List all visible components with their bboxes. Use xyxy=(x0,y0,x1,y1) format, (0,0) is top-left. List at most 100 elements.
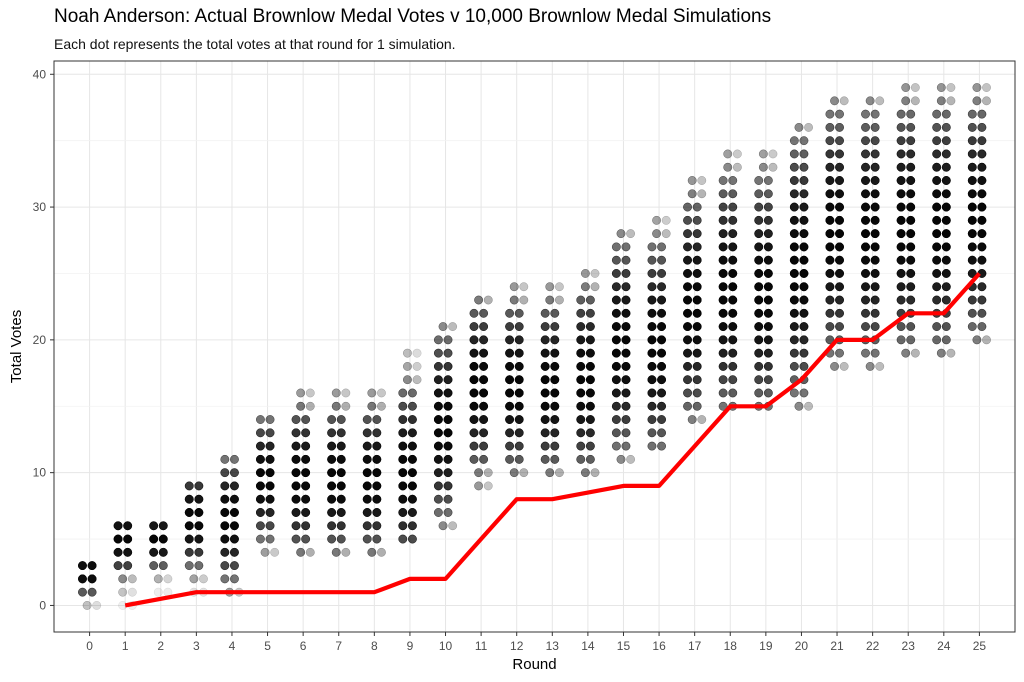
simulation-point xyxy=(799,229,809,239)
simulation-point xyxy=(977,136,987,146)
simulation-point xyxy=(804,122,814,132)
simulation-point xyxy=(896,149,906,159)
simulation-point xyxy=(936,96,946,106)
simulation-point xyxy=(327,534,337,544)
simulation-point xyxy=(469,375,479,385)
x-axis-label: Round xyxy=(512,656,556,673)
simulation-point xyxy=(932,242,942,252)
simulation-point xyxy=(331,547,341,557)
simulation-point xyxy=(718,335,728,345)
simulation-point xyxy=(580,269,590,278)
simulation-point xyxy=(255,534,265,544)
simulation-point xyxy=(443,454,453,464)
simulation-point xyxy=(901,83,911,93)
simulation-point xyxy=(901,96,911,106)
simulation-point xyxy=(647,388,657,398)
simulation-point xyxy=(433,508,443,517)
simulation-point xyxy=(941,149,951,159)
simulation-point xyxy=(255,521,265,531)
simulation-point xyxy=(825,202,835,212)
simulation-point xyxy=(372,481,382,491)
simulation-point xyxy=(692,308,702,318)
simulation-point xyxy=(585,322,595,332)
simulation-point xyxy=(763,229,773,239)
simulation-point xyxy=(910,83,920,93)
simulation-point xyxy=(647,335,657,345)
simulation-point xyxy=(657,295,667,305)
simulation-point xyxy=(941,335,951,345)
simulation-point xyxy=(728,375,738,385)
simulation-point xyxy=(305,388,315,398)
simulation-point xyxy=(763,348,773,358)
simulation-point xyxy=(443,348,453,358)
simulation-point xyxy=(718,176,728,185)
simulation-point xyxy=(977,215,987,225)
simulation-point xyxy=(754,269,764,278)
simulation-point xyxy=(870,149,880,159)
simulation-point xyxy=(835,109,844,119)
simulation-point xyxy=(255,494,265,504)
simulation-point xyxy=(327,521,337,531)
simulation-point xyxy=(835,242,844,252)
simulation-point xyxy=(799,189,809,199)
simulation-point xyxy=(683,242,692,252)
simulation-point xyxy=(754,176,764,185)
simulation-point xyxy=(941,269,951,278)
simulation-point xyxy=(763,282,773,292)
simulation-point xyxy=(754,375,764,385)
simulation-point xyxy=(967,109,977,119)
simulation-point xyxy=(398,415,408,424)
simulation-point xyxy=(657,282,667,292)
simulation-point xyxy=(296,547,306,557)
simulation-point xyxy=(296,547,306,557)
x-tick-label: 5 xyxy=(264,639,271,653)
simulation-point xyxy=(941,242,951,252)
simulation-point xyxy=(576,388,586,398)
simulation-point xyxy=(585,361,595,371)
simulation-point xyxy=(870,189,880,199)
simulation-point xyxy=(763,388,773,398)
simulation-point xyxy=(372,415,382,424)
x-tick-label: 12 xyxy=(510,639,524,653)
simulation-point xyxy=(621,242,631,252)
simulation-point xyxy=(576,401,586,411)
simulation-point xyxy=(932,122,942,132)
simulation-point xyxy=(336,508,346,517)
simulation-point xyxy=(870,255,880,265)
simulation-point xyxy=(611,375,621,385)
simulation-point xyxy=(82,600,92,610)
simulation-point xyxy=(647,242,657,252)
simulation-point xyxy=(763,176,773,185)
simulation-point xyxy=(835,109,844,119)
simulation-point xyxy=(661,229,671,239)
simulation-point xyxy=(870,242,880,252)
simulation-point xyxy=(936,348,946,358)
simulation-point xyxy=(469,308,479,318)
simulation-point xyxy=(443,494,453,504)
simulation-point xyxy=(149,521,159,531)
simulation-point xyxy=(514,375,524,385)
simulation-point xyxy=(647,255,657,265)
simulation-point xyxy=(789,136,799,146)
simulation-point xyxy=(372,534,382,544)
simulation-point xyxy=(230,574,239,584)
simulation-point xyxy=(230,574,239,584)
simulation-point xyxy=(412,361,422,371)
simulation-point xyxy=(789,229,799,239)
x-tick-label: 14 xyxy=(581,639,595,653)
simulation-point xyxy=(683,348,692,358)
simulation-point xyxy=(861,255,870,265)
simulation-point xyxy=(194,561,204,571)
simulation-point xyxy=(692,375,702,385)
simulation-point xyxy=(718,308,728,318)
simulation-point xyxy=(336,468,346,478)
simulation-point xyxy=(331,401,341,411)
simulation-point xyxy=(469,454,479,464)
simulation-point xyxy=(443,335,453,345)
simulation-point xyxy=(697,176,707,185)
simulation-point xyxy=(835,202,844,212)
simulation-point xyxy=(910,348,920,358)
simulation-point xyxy=(657,428,667,438)
simulation-point xyxy=(683,295,692,305)
simulation-point xyxy=(550,401,560,411)
